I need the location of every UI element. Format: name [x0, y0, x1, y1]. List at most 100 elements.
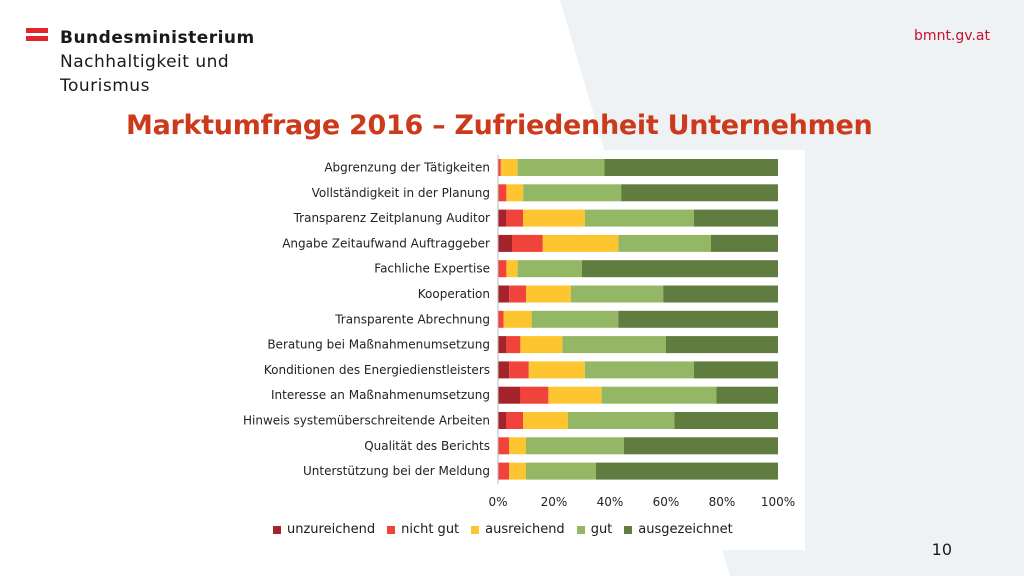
bar-segment-ausreichend [542, 234, 619, 252]
bar-segment-ausgezeichnet [666, 336, 778, 354]
category-label: Hinweis systemüberschreitende Arbeiten [243, 414, 490, 428]
bar-segment-gut [584, 209, 694, 227]
bar-segment-nicht-gut [512, 234, 543, 252]
bar-segment-ausreichend [523, 412, 568, 429]
ministry-name-line3: Tourismus [60, 76, 150, 96]
bar-segment-unzureichend [498, 386, 521, 404]
bar-segment-nicht-gut [506, 209, 524, 227]
austria-flag-icon [26, 28, 48, 44]
bar-segment-ausgezeichnet [710, 234, 778, 252]
bar-segment-ausgezeichnet [663, 285, 778, 303]
ministry-name-line2: Nachhaltigkeit und [60, 52, 230, 72]
bar-segment-nicht-gut [509, 361, 529, 379]
bar-segment-ausreichend [528, 361, 585, 379]
bar-segment-ausgezeichnet [582, 260, 778, 278]
bar-segment-ausgezeichnet [621, 184, 778, 202]
category-label: Transparenz Zeitplanung Auditor [293, 211, 490, 225]
ministry-name-line1: Bundesministerium [60, 28, 255, 48]
category-label: Konditionen des Energiedienstleisters [264, 363, 490, 377]
slide-title: Marktumfrage 2016 – Zufriedenheit Untern… [126, 110, 873, 141]
x-tick-label: 100% [761, 495, 795, 509]
x-tick-label: 0% [488, 495, 507, 509]
legend-swatch [471, 525, 480, 534]
bar-segment-gut [570, 285, 664, 303]
bar-segment-ausgezeichnet [624, 437, 778, 455]
website-link[interactable]: bmnt.gv.at [914, 28, 990, 44]
x-tick-label: 80% [709, 495, 736, 509]
legend-label: gut [590, 522, 613, 537]
category-label: Kooperation [418, 287, 490, 301]
bar-segment-gut [584, 361, 694, 379]
bar-segment-ausreichend [509, 462, 526, 480]
bar-segment-unzureichend [498, 234, 512, 252]
category-label: Transparente Abrechnung [334, 312, 490, 326]
bar-segment-unzureichend [498, 412, 507, 429]
chart-legend: unzureichend nicht gut ausreichend gut ausge… [273, 522, 733, 537]
bar-segment-unzureichend [498, 209, 507, 227]
bar-segment-ausgezeichnet [604, 159, 778, 176]
legend-swatch [576, 525, 585, 534]
ministry-name: Bundesministerium Nachhaltigkeit und Tou… [60, 26, 320, 98]
bar-segment-ausgezeichnet [674, 412, 778, 429]
category-label: Angabe Zeitaufwand Auftraggeber [282, 236, 490, 250]
category-label: Fachliche Expertise [374, 262, 490, 276]
category-label: Qualität des Berichts [364, 439, 490, 453]
x-tick-label: 20% [541, 495, 568, 509]
bar-segment-unzureichend [498, 285, 510, 303]
bar-segment-ausgezeichnet [716, 386, 778, 404]
bar-segment-gut [601, 386, 717, 404]
bar-segment-ausreichend [523, 209, 585, 227]
legend-swatch [387, 525, 396, 534]
legend-label: unzureichend [287, 522, 376, 537]
bar-segment-gut [568, 412, 675, 429]
legend-item: gut [576, 522, 613, 537]
bar-segment-nicht-gut [498, 159, 501, 176]
bar-segment-nicht-gut [506, 412, 524, 429]
bar-segment-gut [531, 310, 619, 328]
bar-segment-nicht-gut [498, 437, 510, 455]
bar-segment-ausreichend [509, 437, 526, 455]
legend-item: ausgezeichnet [624, 522, 733, 537]
category-label: Vollständigkeit in der Planung [312, 186, 490, 200]
bar-segment-ausreichend [500, 159, 518, 176]
legend-label: nicht gut [401, 522, 460, 537]
bar-segment-gut [526, 437, 624, 455]
legend-swatch [624, 525, 633, 534]
bar-segment-gut [523, 184, 622, 202]
category-label: Unterstützung bei der Meldung [303, 464, 490, 478]
bar-segment-gut [562, 336, 666, 354]
bar-segment-ausreichend [548, 386, 602, 404]
category-label: Beratung bei Maßnahmenumsetzung [267, 338, 490, 352]
legend-label: ausgezeichnet [638, 522, 733, 537]
bar-segment-ausreichend [526, 285, 571, 303]
bar-segment-ausgezeichnet [618, 310, 778, 328]
bar-segment-ausgezeichnet [596, 462, 778, 480]
bar-segment-nicht-gut [506, 336, 521, 354]
legend-item: ausreichend [471, 522, 565, 537]
bar-segment-ausreichend [520, 336, 563, 354]
bar-segment-unzureichend [498, 361, 510, 379]
category-label: Interesse an Maßnahmenumsetzung [271, 388, 490, 402]
bar-segment-ausreichend [506, 184, 524, 202]
page-number: 10 [931, 540, 952, 559]
bar-segment-gut [517, 159, 605, 176]
legend-item: unzureichend [273, 522, 375, 537]
bar-segment-gut [517, 260, 582, 278]
bar-segment-ausreichend [506, 260, 518, 278]
legend-label: ausreichend [485, 522, 565, 537]
bar-segment-ausreichend [503, 310, 532, 328]
bar-segment-nicht-gut [520, 386, 549, 404]
bar-segment-unzureichend [498, 336, 507, 354]
legend-item: nicht gut [387, 522, 459, 537]
bar-segment-ausgezeichnet [694, 209, 778, 227]
stacked-bar-chart: Abgrenzung der Tätigkeiten Vollständigkei… [243, 155, 795, 509]
survey-chart: Abgrenzung der Tätigkeiten Vollständigkei… [205, 150, 805, 550]
bar-segment-nicht-gut [498, 184, 507, 202]
bar-segment-gut [618, 234, 711, 252]
legend-swatch [273, 525, 281, 534]
bar-segment-nicht-gut [498, 310, 504, 328]
bar-segment-nicht-gut [498, 462, 510, 480]
x-tick-label: 40% [597, 495, 624, 509]
bar-segment-gut [526, 462, 596, 480]
bar-segment-ausgezeichnet [694, 361, 778, 379]
